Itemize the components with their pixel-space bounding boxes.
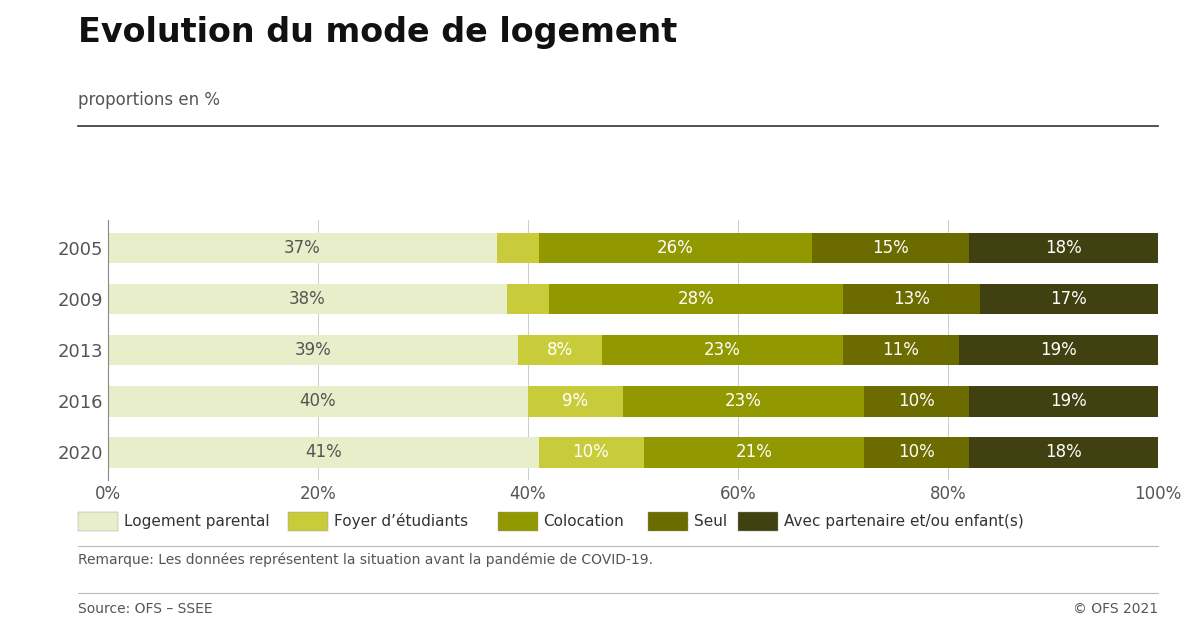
Text: 18%: 18% xyxy=(1045,443,1082,462)
Text: Evolution du mode de logement: Evolution du mode de logement xyxy=(78,16,677,49)
Text: 13%: 13% xyxy=(893,290,930,308)
Text: Remarque: Les données représentent la situation avant la pandémie de COVID-19.: Remarque: Les données représentent la si… xyxy=(78,553,653,567)
Text: 26%: 26% xyxy=(656,239,694,257)
Bar xyxy=(864,437,970,468)
Bar xyxy=(864,386,970,416)
Bar xyxy=(550,284,842,315)
Text: 19%: 19% xyxy=(1050,392,1087,410)
Bar xyxy=(601,335,842,365)
Text: 37%: 37% xyxy=(284,239,320,257)
Text: 10%: 10% xyxy=(572,443,610,462)
Bar xyxy=(108,386,528,416)
Text: Source: OFS – SSEE: Source: OFS – SSEE xyxy=(78,602,212,615)
Bar xyxy=(811,232,970,263)
Bar xyxy=(970,386,1169,416)
Text: 9%: 9% xyxy=(562,392,588,410)
Text: 10%: 10% xyxy=(898,392,935,410)
Bar xyxy=(970,437,1158,468)
Text: 18%: 18% xyxy=(1045,239,1082,257)
Text: 23%: 23% xyxy=(704,341,740,359)
Bar xyxy=(970,232,1158,263)
Text: 17%: 17% xyxy=(1050,290,1087,308)
Bar xyxy=(108,284,508,315)
Bar xyxy=(842,284,979,315)
Bar xyxy=(528,386,623,416)
Bar xyxy=(959,335,1158,365)
Text: 23%: 23% xyxy=(725,392,762,410)
Text: proportions en %: proportions en % xyxy=(78,91,220,109)
Text: Foyer d’étudiants: Foyer d’étudiants xyxy=(334,513,468,529)
Text: © OFS 2021: © OFS 2021 xyxy=(1073,602,1158,615)
Text: 21%: 21% xyxy=(736,443,772,462)
Bar xyxy=(108,437,539,468)
Text: 8%: 8% xyxy=(546,341,572,359)
Text: 19%: 19% xyxy=(1040,341,1076,359)
Text: 28%: 28% xyxy=(678,290,714,308)
Text: 38%: 38% xyxy=(289,290,326,308)
Bar xyxy=(539,437,643,468)
Bar xyxy=(979,284,1158,315)
Bar xyxy=(539,232,811,263)
Text: Seul: Seul xyxy=(694,514,727,529)
Text: Colocation: Colocation xyxy=(544,514,624,529)
Bar xyxy=(623,386,864,416)
Text: 15%: 15% xyxy=(872,239,908,257)
Text: Logement parental: Logement parental xyxy=(124,514,269,529)
Text: 40%: 40% xyxy=(300,392,336,410)
Bar xyxy=(497,232,539,263)
Text: Avec partenaire et/ou enfant(s): Avec partenaire et/ou enfant(s) xyxy=(784,514,1024,529)
Bar xyxy=(108,232,497,263)
Text: 41%: 41% xyxy=(305,443,342,462)
Bar xyxy=(842,335,959,365)
Text: 39%: 39% xyxy=(294,341,331,359)
Bar xyxy=(508,284,550,315)
Bar xyxy=(108,335,517,365)
Text: 11%: 11% xyxy=(882,341,919,359)
Bar xyxy=(643,437,864,468)
Bar xyxy=(517,335,601,365)
Text: 10%: 10% xyxy=(898,443,935,462)
